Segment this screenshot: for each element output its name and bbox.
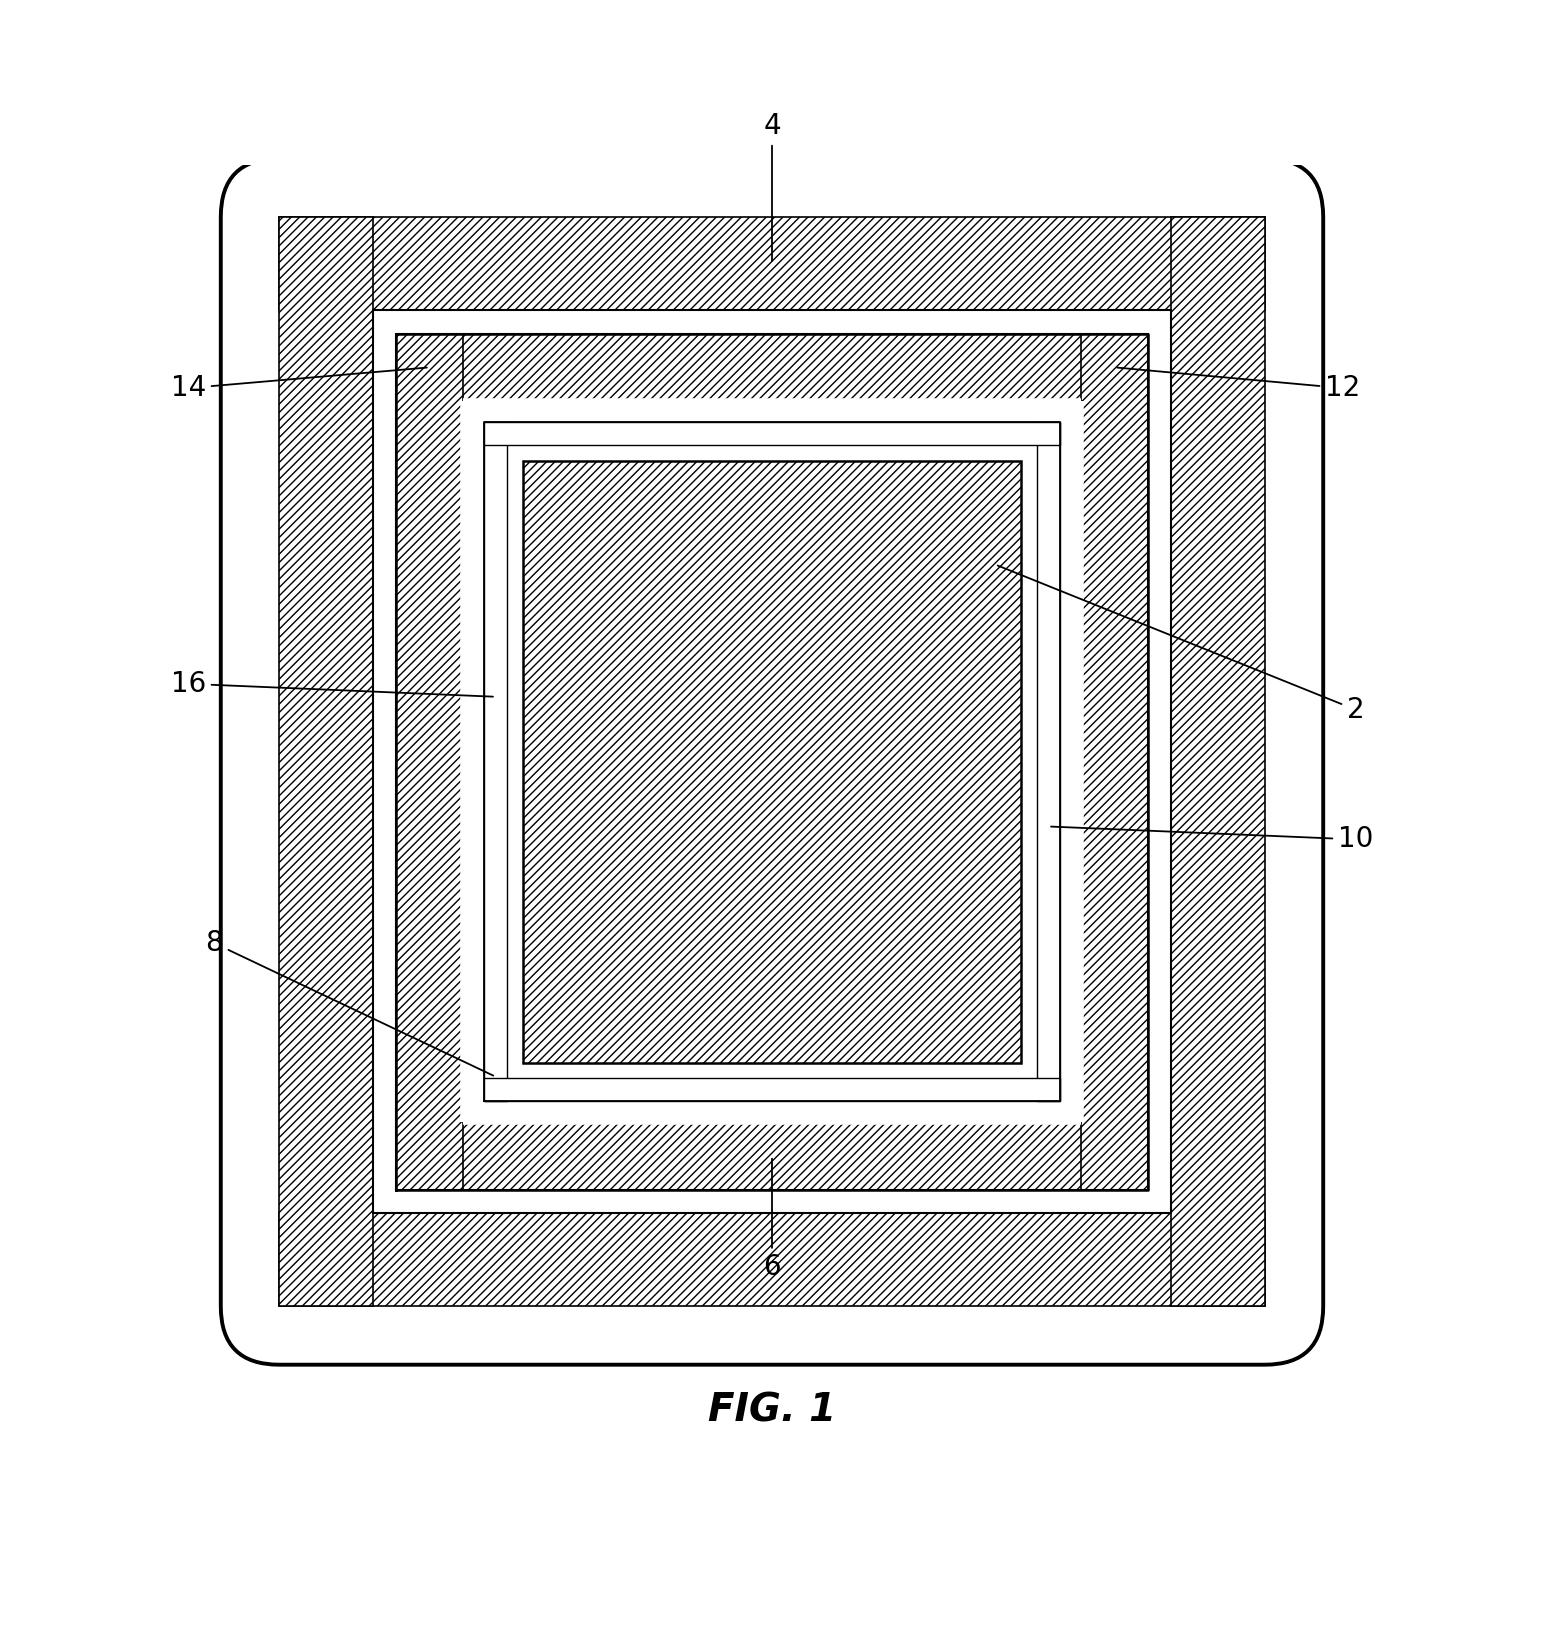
Bar (372, 311, 1172, 1214)
Text: 12: 12 (1118, 368, 1360, 402)
Bar (1081, 334, 1149, 1189)
Text: 10: 10 (1051, 825, 1373, 854)
Text: 2: 2 (997, 566, 1365, 724)
Text: 16: 16 (171, 670, 493, 698)
Bar (279, 216, 1265, 311)
Bar (395, 334, 1149, 402)
Bar (1172, 216, 1265, 1306)
Bar (463, 402, 1081, 1123)
FancyBboxPatch shape (221, 158, 1323, 1365)
Bar (485, 421, 508, 1101)
Bar (372, 311, 1172, 1214)
Bar (523, 460, 1021, 1062)
Text: 6: 6 (763, 1158, 781, 1282)
Bar (485, 1079, 1059, 1101)
Bar (395, 334, 463, 1189)
Bar (1036, 421, 1059, 1101)
Bar (279, 216, 372, 1306)
Text: FIG. 1: FIG. 1 (709, 1391, 835, 1429)
Text: 4: 4 (763, 112, 781, 260)
Text: 14: 14 (171, 368, 426, 402)
Bar (395, 1123, 1149, 1189)
Text: 8: 8 (205, 929, 493, 1075)
Bar (485, 421, 1059, 446)
Bar (279, 1214, 1265, 1306)
